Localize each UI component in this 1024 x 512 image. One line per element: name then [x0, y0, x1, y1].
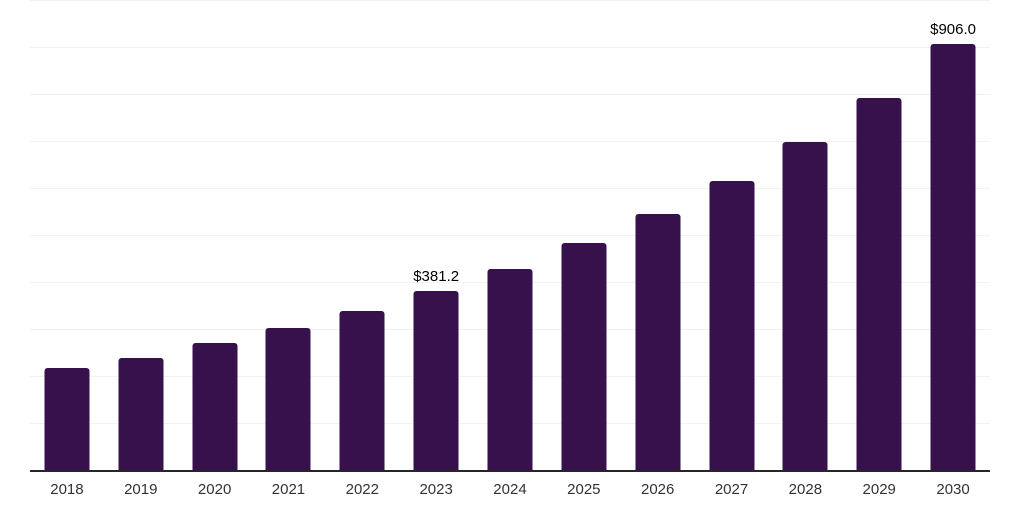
x-tick-label-2026: 2026	[640, 481, 675, 498]
bar-2020	[192, 342, 238, 470]
x-tick-label-2028: 2028	[788, 481, 823, 498]
x-tick-label-2018: 2018	[50, 481, 84, 498]
bar-slot-2020	[178, 0, 252, 470]
bar-slot-2024	[473, 0, 547, 470]
bar-2029	[856, 98, 902, 470]
bar-slot-2021	[252, 0, 326, 470]
gridline-900	[30, 47, 990, 48]
bar-slot-2025	[547, 0, 621, 470]
x-tick-label-2030: 2030	[936, 481, 970, 498]
gridline-700	[30, 141, 990, 142]
bar-2024	[487, 268, 533, 470]
gridline-1000	[30, 0, 990, 1]
x-tick-label-2023: 2023	[419, 481, 453, 498]
bar-2028	[782, 142, 828, 470]
x-tick-label-2020: 2020	[197, 481, 232, 498]
x-tick-label-2024: 2024	[493, 481, 527, 498]
gridline-500	[30, 235, 990, 236]
bar-series: $381.2 $906.0	[30, 0, 990, 470]
bar-slot-2023: $381.2	[399, 0, 473, 470]
bar-2026	[635, 213, 681, 470]
gridline-800	[30, 94, 990, 95]
bar-slot-2022	[325, 0, 399, 470]
bar-2025	[561, 243, 607, 470]
x-tick-label-2027: 2027	[714, 481, 749, 498]
bar-slot-2018	[30, 0, 104, 470]
x-tick-label-2019: 2019	[124, 481, 158, 498]
x-axis-line	[30, 470, 990, 472]
bar-slot-2027	[695, 0, 769, 470]
x-axis-tick-labels: 2018 2019 2020 2021 2022 2023 2024 2025 2026 2027…	[30, 480, 990, 500]
data-label-2023: $381.2	[413, 267, 460, 285]
x-tick-label-2025: 2025	[567, 481, 601, 498]
bar-2030	[930, 44, 976, 470]
x-tick-label-2021: 2021	[271, 481, 306, 498]
bar-2027	[709, 181, 755, 470]
bar-slot-2029	[842, 0, 916, 470]
bar-2019	[118, 357, 164, 470]
plot-area: $381.2 $906.0	[30, 0, 990, 470]
x-tick-label-2022: 2022	[345, 481, 379, 498]
bar-slot-2026	[621, 0, 695, 470]
gridline-600	[30, 188, 990, 189]
bar-slot-2030: $906.0	[916, 0, 990, 470]
bar-2018	[44, 367, 90, 470]
bar-2023	[413, 290, 459, 470]
bar-2021	[265, 328, 311, 470]
data-label-2030: $906.0	[930, 21, 976, 39]
bar-slot-2028	[768, 0, 842, 470]
x-tick-label-2029: 2029	[862, 481, 896, 498]
bar-slot-2019	[104, 0, 178, 470]
bar-2022	[339, 310, 385, 470]
